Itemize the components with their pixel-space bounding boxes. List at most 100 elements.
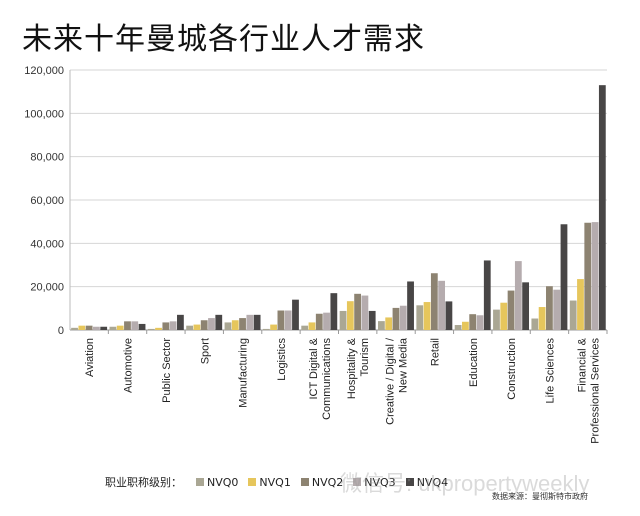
bar-nvq3-1 xyxy=(131,321,139,330)
bar-nvq3-10 xyxy=(476,315,484,330)
bar-nvq1-9 xyxy=(423,302,431,330)
x-tick-label: Automotive xyxy=(123,338,135,393)
bar-nvq0-3 xyxy=(186,325,194,330)
x-tick-label: Public Sector xyxy=(161,338,173,403)
x-tick-label: Hospitality & xyxy=(346,337,358,399)
bar-nvq2-5 xyxy=(277,310,285,330)
bar-nvq4-4 xyxy=(253,314,261,330)
bar-nvq4-1 xyxy=(138,323,146,330)
x-tick-label: Logistics xyxy=(276,338,288,381)
x-tick-label: Tourism xyxy=(359,338,371,377)
bar-nvq0-10 xyxy=(454,325,462,330)
y-tick-label: 80,000 xyxy=(30,152,64,164)
legend-label: NVQ2 xyxy=(311,475,344,489)
x-tick-label: Manufacturing xyxy=(238,338,250,408)
bar-nvq2-7 xyxy=(354,293,362,330)
bar-nvq4-0 xyxy=(100,326,108,330)
bar-nvq2-12 xyxy=(546,286,553,330)
bar-nvq1-7 xyxy=(346,301,354,330)
watermark: 微信号: ukpropertyweekly xyxy=(340,471,590,496)
legend-label: NVQ1 xyxy=(259,475,291,489)
x-tick-label: Retail xyxy=(429,338,441,366)
bar-nvq4-7 xyxy=(368,310,376,330)
bar-nvq0-12 xyxy=(531,318,539,330)
bar-nvq2-11 xyxy=(507,290,515,330)
bar-nvq0-0 xyxy=(71,327,78,330)
bar-nvq3-3 xyxy=(208,318,215,330)
bar-nvq3-5 xyxy=(284,310,292,330)
bar-nvq4-13 xyxy=(598,85,606,331)
x-tick-label: Creative / Digital / xyxy=(385,337,397,425)
bar-nvq3-9 xyxy=(438,280,446,330)
source-note: 数据来源：曼彻斯特市政府 xyxy=(492,492,588,501)
bar-nvq4-5 xyxy=(292,299,299,330)
bar-nvq0-7 xyxy=(339,310,347,330)
legend-swatch-nvq0 xyxy=(196,478,204,486)
bar-nvq1-3 xyxy=(193,324,201,330)
bar-nvq4-6 xyxy=(330,293,338,330)
bar-nvq2-9 xyxy=(430,273,438,330)
bar-nvq4-11 xyxy=(522,282,530,330)
bar-nvq3-11 xyxy=(514,261,522,330)
bar-nvq3-4 xyxy=(246,314,254,330)
bar-nvq1-6 xyxy=(308,322,316,330)
bar-nvq1-11 xyxy=(500,302,508,330)
y-tick-label: 60,000 xyxy=(30,195,64,207)
chart-title: 未来十年曼城各行业人才需求 xyxy=(22,22,425,57)
x-tick-label: Communications xyxy=(321,338,333,420)
legend-title: 职业职称级别： xyxy=(105,476,182,489)
bar-nvq0-6 xyxy=(301,325,309,330)
bar-nvq0-2 xyxy=(147,328,155,330)
bar-nvq0-1 xyxy=(109,326,117,330)
x-tick-label: Construction xyxy=(506,338,518,400)
bar-nvq0-8 xyxy=(378,321,385,330)
x-tick-label: Life Sciences xyxy=(544,338,556,404)
bar-nvq4-9 xyxy=(445,301,453,330)
bar-nvq0-9 xyxy=(416,305,424,330)
bar-nvq2-1 xyxy=(124,321,131,330)
bar-nvq2-2 xyxy=(162,322,170,330)
bar-nvq1-0 xyxy=(78,325,86,330)
bar-nvq4-3 xyxy=(215,314,223,330)
y-tick-label: 100,000 xyxy=(24,108,64,120)
bar-nvq3-2 xyxy=(169,321,177,330)
x-tick-label: Financial & xyxy=(576,337,588,392)
bar-nvq2-13 xyxy=(584,222,592,330)
bar-nvq0-4 xyxy=(224,322,232,330)
bar-nvq2-10 xyxy=(469,314,477,330)
legend-label: NVQ3 xyxy=(364,475,396,489)
bar-nvq3-0 xyxy=(93,326,100,330)
bar-nvq1-1 xyxy=(116,325,124,330)
legend-label: NVQ0 xyxy=(207,475,239,489)
bar-nvq2-0 xyxy=(85,325,93,330)
bar-nvq4-10 xyxy=(483,260,491,330)
x-tick-label: Sport xyxy=(199,338,211,364)
x-tick-label: Education xyxy=(468,338,480,387)
x-tick-label: ICT Digital & xyxy=(308,337,320,399)
legend-label: NVQ4 xyxy=(416,475,449,489)
legend-swatch-nvq2 xyxy=(300,478,309,486)
bar-nvq3-8 xyxy=(399,305,407,330)
bar-nvq0-11 xyxy=(493,309,500,330)
x-tick-label: New Media xyxy=(398,337,410,393)
bar-nvq3-6 xyxy=(323,312,330,330)
x-tick-label: Professional Services xyxy=(589,338,601,444)
legend-swatch-nvq1 xyxy=(248,478,257,486)
bar-nvq2-6 xyxy=(315,313,323,330)
bar-nvq0-13 xyxy=(569,300,577,330)
bar-nvq2-3 xyxy=(200,320,208,330)
legend-swatch-nvq4 xyxy=(405,478,414,486)
bar-nvq4-12 xyxy=(560,224,568,330)
y-tick-label: 120,000 xyxy=(24,65,64,77)
bar-nvq4-8 xyxy=(407,281,414,330)
bar-nvq1-5 xyxy=(270,324,278,330)
bar-nvq1-4 xyxy=(231,320,239,330)
bar-nvq1-13 xyxy=(577,279,584,330)
legend-swatch-nvq3 xyxy=(353,478,362,486)
x-tick-label: Aviation xyxy=(84,338,96,377)
y-tick-label: 20,000 xyxy=(30,282,64,294)
bar-nvq3-7 xyxy=(361,295,369,330)
bar-nvq1-8 xyxy=(385,317,393,330)
